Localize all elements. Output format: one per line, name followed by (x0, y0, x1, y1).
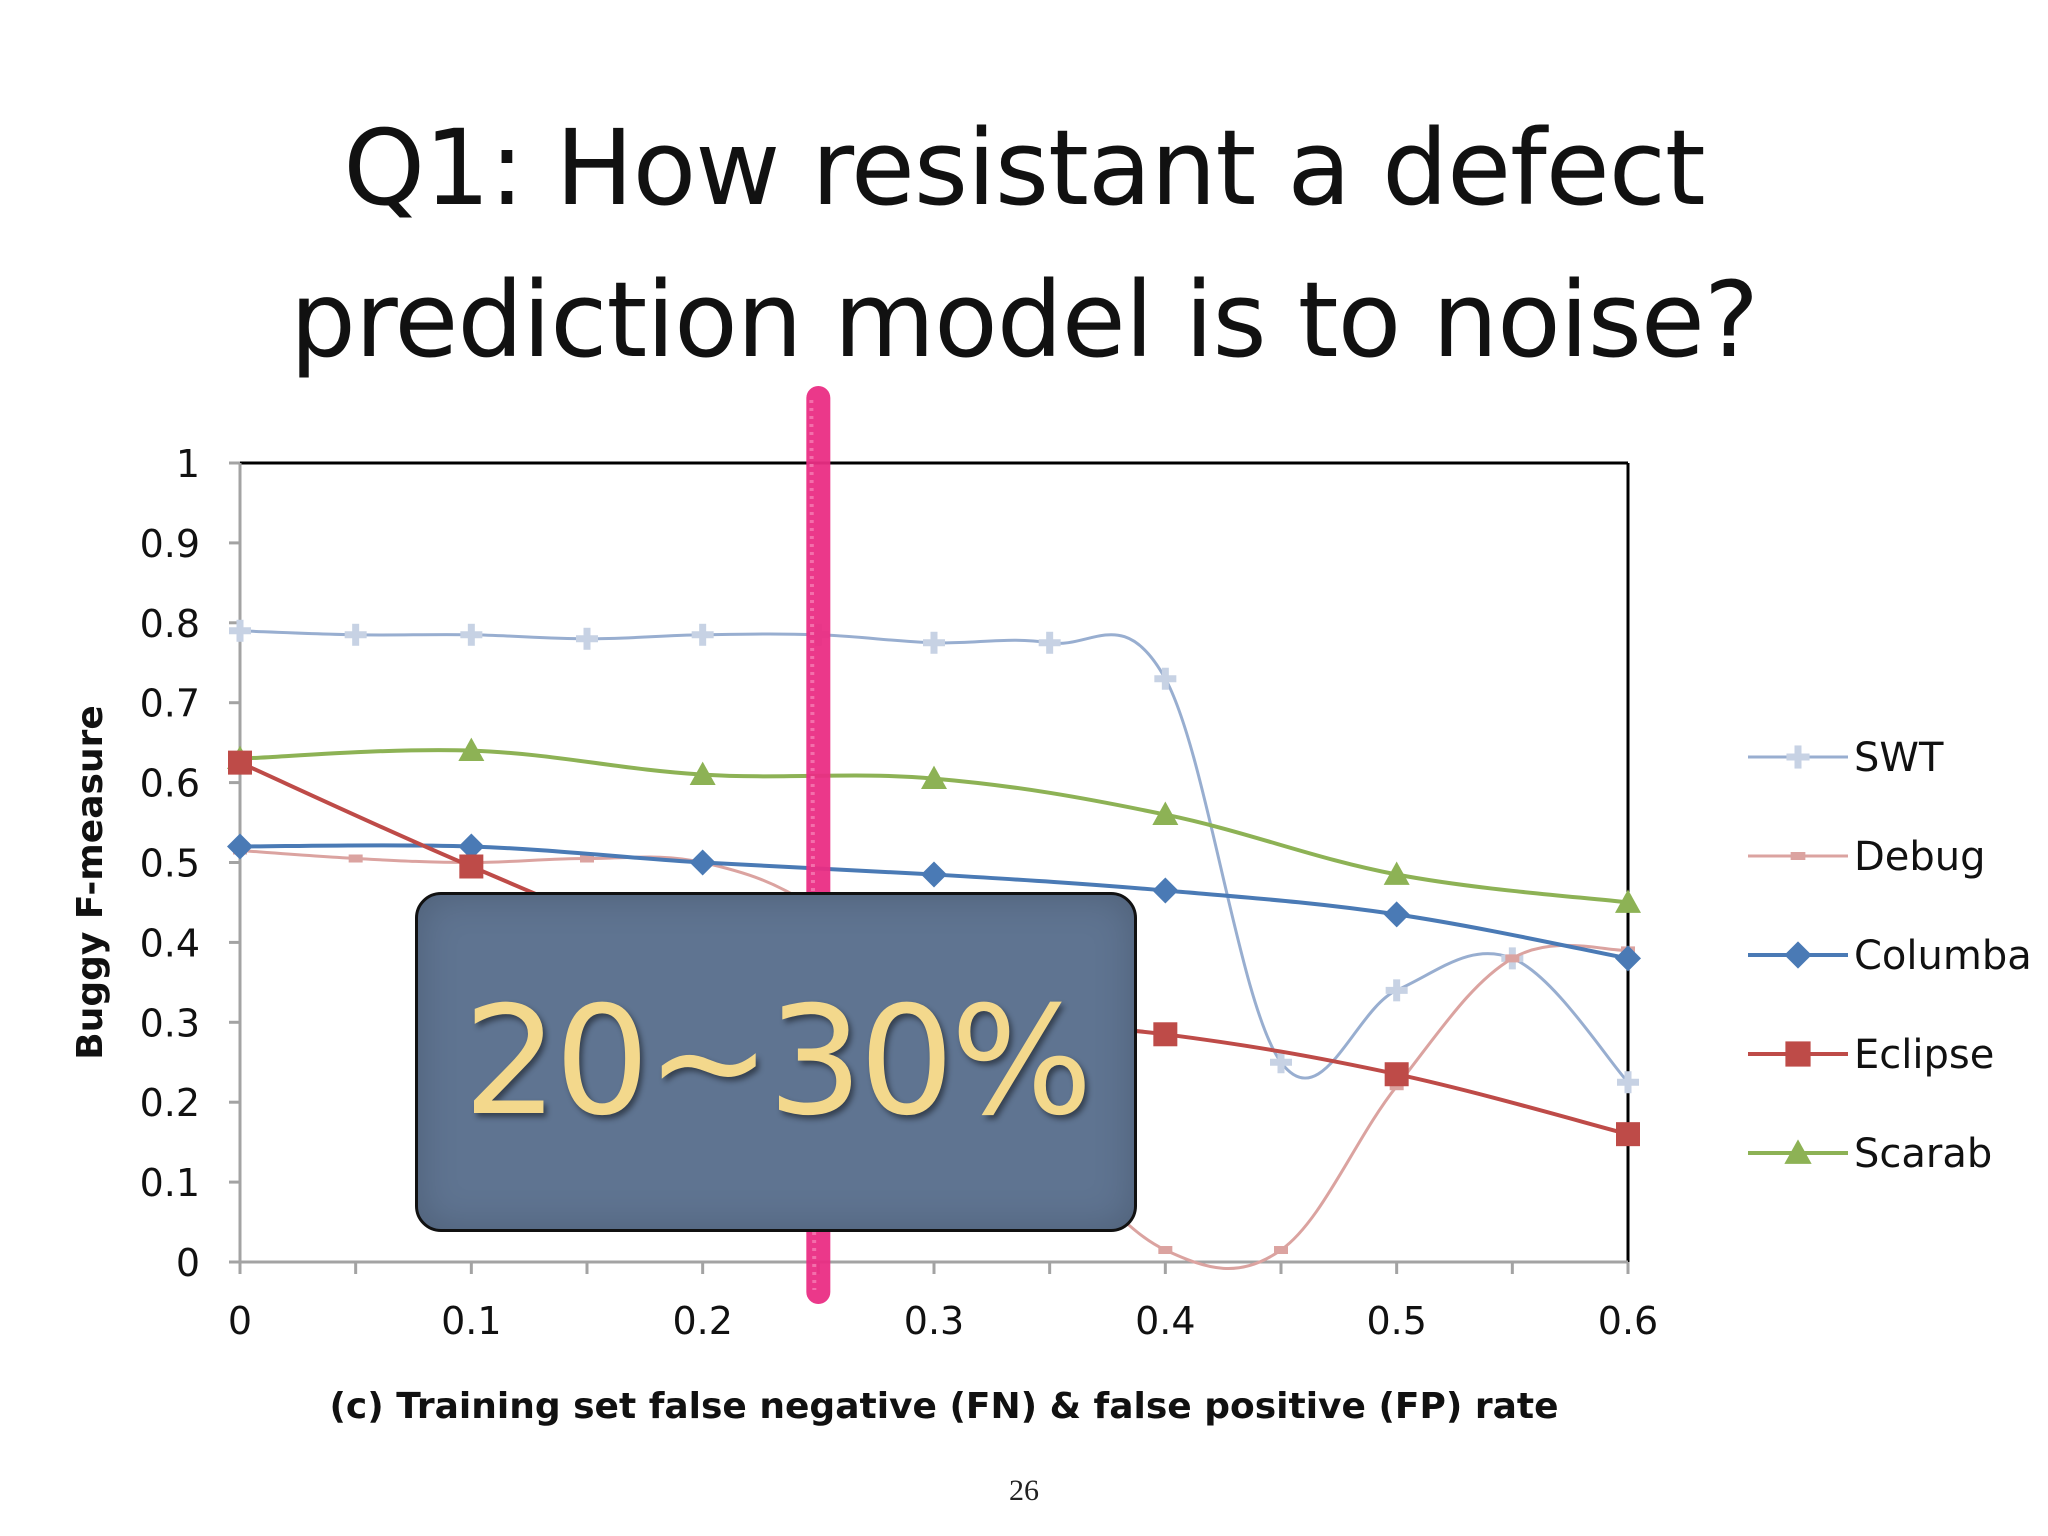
x-tick-label: 0.2 (672, 1299, 732, 1343)
y-tick-label: 0.8 (140, 602, 200, 646)
legend-swatch-marker-debug (1790, 852, 1806, 860)
data-point-eclipse (459, 854, 484, 879)
legend-item-columba: Columba (1748, 933, 2032, 979)
data-point-columba (227, 833, 253, 860)
chart-legend: SWT Debug Columba Eclipse Scarab (1748, 735, 2032, 1177)
data-point-eclipse (1616, 1122, 1640, 1147)
legend-item-debug: Debug (1748, 834, 1986, 880)
data-point-columba (921, 861, 947, 888)
data-point-scarab (921, 765, 947, 790)
title-line-1: Q1: How resistant a defect (343, 107, 1705, 229)
noise-range-callout: 20~30% (415, 892, 1137, 1232)
y-axis-title: Buggy F-measure (70, 705, 111, 1059)
legend-label-scarab: Scarab (1854, 1131, 1992, 1177)
data-point-swt (1154, 667, 1177, 690)
data-point-scarab (1383, 861, 1410, 885)
y-tick-label: 0 (176, 1241, 200, 1285)
legend-swatch-marker-swt (1786, 745, 1810, 769)
y-tick-label: 0.9 (140, 522, 200, 566)
data-point-debug (348, 854, 363, 863)
data-point-scarab (1615, 889, 1641, 913)
legend-item-eclipse: Eclipse (1748, 1032, 1994, 1078)
data-point-columba (1383, 901, 1410, 928)
title-line-2: prediction model is to noise? (289, 259, 1759, 381)
data-point-columba (689, 849, 716, 876)
data-point-scarab (689, 761, 716, 786)
y-tick-label: 0.3 (140, 1001, 200, 1045)
legend-swatch-marker-eclipse (1785, 1041, 1811, 1067)
legend-item-scarab: Scarab (1748, 1131, 1992, 1177)
data-point-debug (1505, 954, 1520, 963)
data-point-eclipse (228, 750, 252, 775)
y-tick-label: 0.5 (140, 842, 200, 886)
y-tick-label: 0.2 (140, 1081, 200, 1125)
data-point-eclipse (1153, 1022, 1178, 1047)
chart-series (227, 619, 1641, 1270)
chart-axes: 0 0.1 0.2 0.3 0.4 0.5 0.6 0.7 0.8 0.9 1 0 0.1 0.2 0.3 0… (70, 442, 1658, 1427)
data-point-swt (344, 623, 367, 646)
data-point-scarab (1152, 801, 1179, 825)
slide-title: Q1: How resistant a defect prediction mo… (0, 92, 2048, 396)
legend-label-debug: Debug (1854, 834, 1986, 880)
data-point-swt (1617, 1071, 1639, 1094)
x-tick-label: 0.5 (1366, 1299, 1426, 1343)
data-point-swt (229, 619, 251, 642)
data-point-swt (576, 627, 598, 650)
data-point-swt (923, 631, 945, 654)
data-point-eclipse (1384, 1062, 1409, 1087)
noise-range-label: 20~30% (463, 975, 1093, 1149)
data-point-swt (691, 623, 714, 646)
x-axis-title: (c) Training set false negative (FN) & f… (329, 1386, 1558, 1427)
data-point-scarab (458, 737, 485, 762)
data-point-columba (458, 833, 485, 860)
data-point-swt (1385, 979, 1408, 1002)
data-point-swt (1270, 1051, 1292, 1074)
x-tick-label: 0.6 (1598, 1299, 1658, 1343)
y-tick-label: 0.4 (140, 921, 200, 965)
legend-item-swt: SWT (1748, 735, 1944, 781)
y-tick-label: 0.1 (140, 1161, 200, 1205)
y-tick-label: 1 (176, 442, 200, 486)
data-point-swt (1038, 631, 1061, 654)
legend-swatch-marker-scarab (1784, 1139, 1812, 1164)
data-point-swt (460, 623, 483, 646)
data-point-columba (1152, 877, 1179, 904)
legend-label-eclipse: Eclipse (1854, 1032, 1994, 1078)
y-tick-label: 0.7 (140, 682, 200, 726)
page-number: 26 (1009, 1474, 1039, 1507)
x-tick-label: 0.3 (904, 1299, 964, 1343)
legend-label-swt: SWT (1854, 735, 1944, 781)
x-tick-label: 0.4 (1135, 1299, 1195, 1343)
series-columba (227, 833, 1641, 972)
series-swt (229, 619, 1639, 1094)
data-point-debug (580, 854, 594, 863)
x-tick-label: 0.1 (441, 1299, 501, 1343)
legend-swatch-marker-columba (1784, 941, 1812, 969)
data-point-debug (1158, 1246, 1173, 1255)
legend-label-columba: Columba (1854, 933, 2032, 979)
x-tick-label: 0 (228, 1299, 252, 1343)
y-tick-label: 0.6 (140, 762, 200, 806)
data-point-columba (1615, 945, 1641, 972)
data-point-debug (1274, 1246, 1288, 1255)
